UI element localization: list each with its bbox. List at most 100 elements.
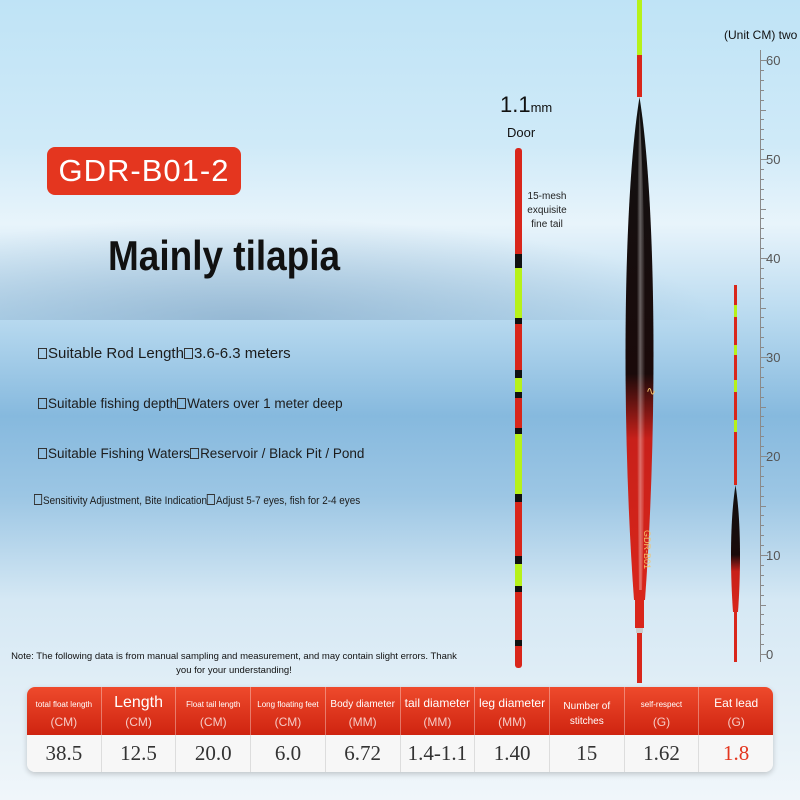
ruler-tick [760,109,766,111]
table-header-cell: Length (CM) [102,687,177,735]
ruler-tick [760,376,764,378]
ruler-tick [760,436,764,438]
table-header-cell: total float length (CM) [27,687,102,735]
table-cell: 1.4-1.1 [401,735,476,772]
table-row: 38.5 12.5 20.0 6.0 6.72 1.4-1.1 1.40 15 … [27,735,773,772]
table-cell: 12.5 [102,735,177,772]
ruler-tick [760,208,766,210]
ruler-tick [760,357,768,358]
table-cell: 1.40 [475,735,550,772]
tail-detail [515,148,522,668]
ruler-tick [760,307,766,309]
spec-table: total float length (CM) Length (CM) Float … [27,687,773,772]
table-header-cell: tail diameter (MM) [401,687,476,735]
ruler-tick [760,624,764,626]
spec-sensitivity: Sensitivity Adjustment, Bite Indication A… [34,494,360,507]
small-float [730,285,741,662]
ruler-tick [760,89,764,91]
ruler-tick [760,297,764,299]
bullet-icon [38,348,47,359]
ruler-tick [760,198,764,200]
table-cell: 6.0 [251,735,326,772]
ruler-tick [760,347,764,349]
measurement-note: Note: The following data is from manual … [11,651,457,676]
spec-fishing-depth: Suitable fishing depth Waters over 1 mete… [38,396,343,411]
ruler-number: 0 [766,647,774,662]
mountain-haze [0,200,800,320]
ruler-tick [760,79,764,81]
table-header-cell: Number of stitches [550,687,625,735]
ruler-number: 30 [766,350,781,365]
ruler-tick [760,267,764,269]
bullet-icon [38,448,47,459]
ruler-tick [760,654,768,655]
table-cell: 38.5 [27,735,102,772]
door-label: Door [507,125,536,140]
ruler-number: 50 [766,152,781,167]
tail-note: 15-mesh exquisite fine tail [527,191,567,230]
ruler-tick [760,614,764,616]
ruler-tick [760,188,764,190]
ruler-tick [760,317,764,319]
ruler-tick [760,99,764,101]
bullet-icon [34,494,43,505]
main-float: ∿ GDR-B01 [625,0,656,683]
ruler-tick [760,228,764,230]
model-badge: GDR-B01-2 [47,147,241,195]
ruler-tick [760,287,764,289]
table-header: total float length (CM) Length (CM) Float … [27,687,773,735]
table-header-cell: Float tail length (CM) [176,687,252,735]
ruler-tick [760,248,764,250]
table-header-cell: self-respect (G) [625,687,700,735]
ruler-tick [760,485,764,487]
ruler-tick [760,159,768,160]
tip-size-label: 1.1mm [500,92,553,117]
ruler-number: 20 [766,449,781,464]
ruler-tick [760,644,764,646]
ruler-tick [760,574,764,576]
ruler-tick [760,426,764,428]
ruler-tick [760,218,764,220]
table-header-cell: Long floating feet (CM) [251,687,326,735]
svg-text:∿: ∿ [646,384,656,398]
ruler-tick [760,327,764,329]
ruler-tick [760,337,764,339]
table-header-cell: leg diameter (MM) [475,687,550,735]
ruler-tick [760,535,764,537]
unit-label: (Unit CM) two [724,28,798,42]
ruler-tick [760,119,764,121]
ruler-number: 10 [766,548,781,563]
ruler-tick [760,456,768,457]
ruler-tick [760,545,764,547]
ruler-tick [760,475,764,477]
ruler-tick [760,386,764,388]
table-header-cell: Eat lead (G) [714,696,759,729]
ruler-tick [760,168,764,170]
headline: Mainly tilapia [108,232,341,279]
ruler-number: 40 [766,251,781,266]
separator-icon [183,348,193,359]
ruler-tick [760,555,768,556]
ruler-tick [760,416,764,418]
table-header-cell: Body diameter (MM) [326,687,401,735]
ruler-tick [760,139,764,141]
ruler-tick [760,515,764,517]
table-cell: 6.72 [326,735,401,772]
ruler-number: 60 [766,53,781,68]
ruler-tick [760,60,768,61]
table-cell: 1.8 [723,741,750,765]
spec-fishing-waters: Suitable Fishing Waters Reservoir / Black… [38,446,364,461]
ruler-tick [760,505,766,507]
ruler-tick [760,634,764,636]
ruler-tick [760,406,766,408]
ruler-tick [760,149,764,151]
ruler-tick [760,495,764,497]
ruler-tick [760,396,764,398]
ruler-tick [760,564,764,566]
ruler-tick [760,178,764,180]
ruler-tick [760,604,766,606]
table-cell: 1.62 [625,735,700,772]
ruler-tick [760,238,764,240]
